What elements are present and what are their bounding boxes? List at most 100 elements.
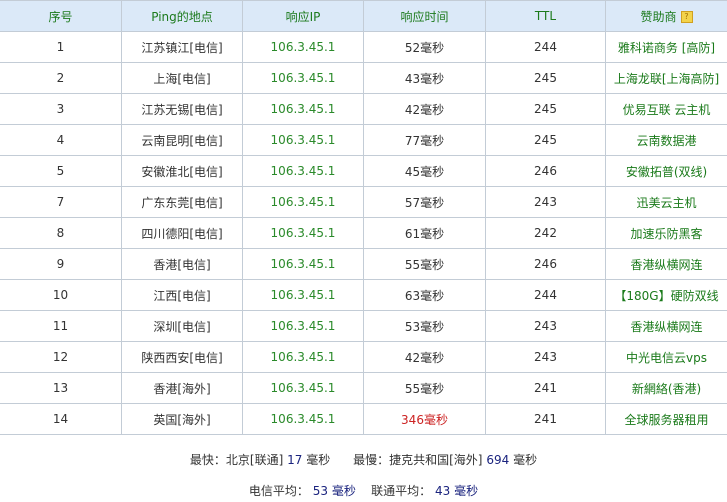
row-time: 43毫秒 [363,62,486,94]
row-ttl: 245 [485,62,606,94]
unit: 毫秒 [513,453,538,467]
row-sponsor[interactable]: 上海龙联[上海高防] [605,62,727,94]
help-icon[interactable]: ? [680,11,693,23]
table-row: 11 深圳[电信] 106.3.45.1 53毫秒 243 香港纵横网连 [0,310,727,342]
table-row: 13 香港[海外] 106.3.45.1 55毫秒 241 新網絡(香港) [0,372,727,404]
row-sponsor[interactable]: 【180G】硬防双线 [605,279,727,311]
row-sponsor[interactable]: 安徽拓普(双线) [605,155,727,187]
row-time: 63毫秒 [363,279,486,311]
row-index: 13 [0,372,122,404]
row-time: 55毫秒 [363,248,486,280]
col-sponsor: 赞助商? [605,0,727,32]
row-location: 香港[电信] [121,248,243,280]
table-row: 4 云南昆明[电信] 106.3.45.1 77毫秒 245 云南数据港 [0,124,727,156]
row-ttl: 242 [485,217,606,249]
row-time: 45毫秒 [363,155,486,187]
row-time: 52毫秒 [363,31,486,63]
row-sponsor[interactable]: 香港纵横网连 [605,310,727,342]
unit: 毫秒 [331,484,356,498]
col-ttl: TTL [485,0,606,32]
table-row: 1 江苏镇江[电信] 106.3.45.1 52毫秒 244 雅科诺商务 [高防] [0,31,727,63]
row-ip: 106.3.45.1 [242,155,364,187]
table-row: 5 安徽淮北[电信] 106.3.45.1 45毫秒 246 安徽拓普(双线) [0,155,727,187]
row-ttl: 245 [485,124,606,156]
table-row: 2 上海[电信] 106.3.45.1 43毫秒 245 上海龙联[上海高防] [0,62,727,94]
row-time: 346毫秒 [363,403,486,435]
row-ttl: 243 [485,310,606,342]
row-time: 55毫秒 [363,372,486,404]
row-sponsor[interactable]: 全球服务器租用 [605,403,727,435]
row-sponsor[interactable]: 香港纵横网连 [605,248,727,280]
unicom-avg-label: 联通平均： [371,484,432,498]
table-row: 14 英国[海外] 106.3.45.1 346毫秒 241 全球服务器租用 [0,403,727,435]
row-ip: 106.3.45.1 [242,31,364,63]
table-row: 12 陕西西安[电信] 106.3.45.1 42毫秒 243 中光电信云vps [0,341,727,373]
row-sponsor[interactable]: 雅科诺商务 [高防] [605,31,727,63]
row-ip: 106.3.45.1 [242,248,364,280]
row-location: 英国[海外] [121,403,243,435]
slowest-label: 最慢：捷克共和国[海外] [353,453,483,467]
row-ttl: 244 [485,31,606,63]
col-location: Ping的地点 [121,0,243,32]
row-index: 8 [0,217,122,249]
row-location: 江苏无锡[电信] [121,93,243,125]
row-sponsor[interactable]: 加速乐防黑客 [605,217,727,249]
row-ip: 106.3.45.1 [242,279,364,311]
sponsor-header-label: 赞助商 [640,9,677,24]
row-time: 77毫秒 [363,124,486,156]
row-ttl: 244 [485,279,606,311]
row-ttl: 246 [485,155,606,187]
row-location: 云南昆明[电信] [121,124,243,156]
table-row: 7 广东东莞[电信] 106.3.45.1 57毫秒 243 迅美云主机 [0,186,727,218]
fastest-value: 17 [287,453,303,467]
row-time: 61毫秒 [363,217,486,249]
row-sponsor[interactable]: 迅美云主机 [605,186,727,218]
table-row: 10 江西[电信] 106.3.45.1 63毫秒 244 【180G】硬防双线 [0,279,727,311]
table-row: 8 四川德阳[电信] 106.3.45.1 61毫秒 242 加速乐防黑客 [0,217,727,249]
row-location: 陕西西安[电信] [121,341,243,373]
unit: 毫秒 [454,484,479,498]
row-index: 1 [0,31,122,63]
row-index: 2 [0,62,122,94]
row-index: 7 [0,186,122,218]
row-sponsor[interactable]: 优易互联 云主机 [605,93,727,125]
row-index: 9 [0,248,122,280]
row-sponsor[interactable]: 云南数据港 [605,124,727,156]
summary-line-1: 最快：北京[联通] 17 毫秒 最慢：捷克共和国[海外] 694 毫秒 [0,453,727,468]
row-sponsor[interactable]: 中光电信云vps [605,341,727,373]
row-ttl: 246 [485,248,606,280]
row-location: 香港[海外] [121,372,243,404]
row-sponsor[interactable]: 新網絡(香港) [605,372,727,404]
telecom-avg-value: 53 [312,484,329,498]
row-index: 10 [0,279,122,311]
row-location: 江苏镇江[电信] [121,31,243,63]
unicom-avg-value: 43 [434,484,451,498]
col-index: 序号 [0,0,122,32]
fastest-label: 最快：北京[联通] [189,453,284,467]
row-location: 江西[电信] [121,279,243,311]
table-row: 9 香港[电信] 106.3.45.1 55毫秒 246 香港纵横网连 [0,248,727,280]
row-index: 5 [0,155,122,187]
col-ip: 响应IP [242,0,364,32]
row-ip: 106.3.45.1 [242,341,364,373]
row-ttl: 241 [485,403,606,435]
row-ip: 106.3.45.1 [242,217,364,249]
row-location: 广东东莞[电信] [121,186,243,218]
row-ip: 106.3.45.1 [242,403,364,435]
slowest-value: 694 [486,453,510,467]
row-ttl: 245 [485,93,606,125]
row-index: 4 [0,124,122,156]
row-time: 57毫秒 [363,186,486,218]
row-time: 42毫秒 [363,93,486,125]
row-time: 42毫秒 [363,341,486,373]
row-index: 11 [0,310,122,342]
row-index: 3 [0,93,122,125]
table-row: 3 江苏无锡[电信] 106.3.45.1 42毫秒 245 优易互联 云主机 [0,93,727,125]
unit: 毫秒 [306,453,331,467]
row-ttl: 243 [485,186,606,218]
row-index: 14 [0,403,122,435]
row-ip: 106.3.45.1 [242,310,364,342]
row-location: 上海[电信] [121,62,243,94]
summary-line-2: 电信平均： 53 毫秒 联通平均： 43 毫秒 [0,484,727,499]
row-index: 12 [0,341,122,373]
